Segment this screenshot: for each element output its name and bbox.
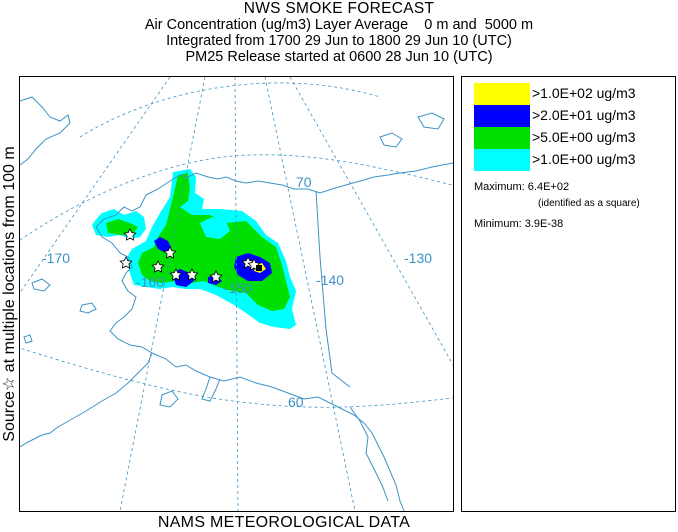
plume-cyan-bubble [200, 217, 230, 239]
south-coast [151, 352, 405, 511]
graticule [20, 77, 453, 511]
lon-label-minus130: -130 [404, 250, 432, 266]
lat-label-70: 70 [296, 174, 312, 190]
source-star [185, 268, 199, 281]
kenai-peninsula [201, 376, 221, 402]
source-star [151, 260, 165, 273]
west-coast [57, 180, 171, 428]
meridian-minus130 [289, 77, 453, 366]
legend-label: >1.0E+02 ug/m3 [532, 85, 636, 101]
st-matthew-island [23, 334, 33, 344]
map-panel: -170 -160 -150 -140 -130 70 60 [19, 76, 454, 512]
chart-title: NWS SMOKE FORECAST [243, 0, 435, 17]
maximum-value: Maximum: 6.4E+02 [474, 181, 570, 193]
source-star [163, 246, 177, 259]
lon-label-minus140: -140 [316, 272, 344, 288]
nunivak-island [79, 302, 97, 314]
maximum-note: (identified as a square) [538, 198, 640, 209]
legend-label: >2.0E+01 ug/m3 [532, 107, 636, 123]
map-svg: -170 -160 -150 -140 -130 70 60 [20, 77, 453, 511]
parallel-60 [20, 347, 453, 408]
canada-islands [379, 112, 445, 148]
footer-label: NAMS METEOROLOGICAL DATA [157, 514, 411, 531]
minimum-value: Minimum: 3.9E-38 [474, 218, 564, 230]
legend-panel: >1.0E+02 ug/m3 >2.0E+01 ug/m3 >5.0E+00 u… [461, 76, 676, 512]
kodiak-island [159, 390, 179, 408]
lat-label-60: 60 [288, 394, 304, 410]
subtitle-line-3: PM25 Release started at 0600 28 Jun 10 (… [185, 49, 493, 65]
title-block: NWS SMOKE FORECAST Air Concentration (ug… [0, 0, 678, 65]
meridian-minus170 [20, 77, 171, 294]
subtitle-line-2: Integrated from 1700 29 Jun to 1800 29 J… [166, 33, 512, 49]
legend-swatch [474, 127, 530, 149]
canada-arctic-coast [331, 162, 453, 190]
canada-border [315, 190, 351, 388]
parallel-80 [79, 82, 381, 138]
coastline [20, 96, 453, 511]
source-star [119, 256, 133, 269]
meridian-minus140 [264, 77, 356, 511]
arctic-coast [169, 172, 333, 194]
legend-label: >5.0E+00 ug/m3 [532, 129, 636, 145]
chukotka-coast [20, 96, 71, 166]
meridian-minus160 [119, 77, 206, 511]
lon-label-minus150: -150 [224, 280, 252, 296]
panhandle-islands [349, 406, 389, 502]
lon-label-minus160: -160 [136, 274, 164, 290]
maximum-square-marker [256, 265, 262, 271]
legend-swatch [474, 149, 530, 171]
legend-label: >1.0E+00 ug/m3 [532, 151, 636, 167]
plume-blue-1 [154, 237, 172, 253]
source-star [123, 228, 137, 241]
source-star [209, 270, 223, 283]
legend-swatch [474, 105, 530, 127]
aleutian-chain [20, 426, 59, 448]
source-star [169, 268, 183, 281]
source-side-label: Source☆ at multiple locations from 100 m [1, 146, 18, 442]
subtitle-line-1: Air Concentration (ug/m3) Layer Average … [144, 17, 534, 33]
smoke-plume [92, 169, 296, 329]
parallel-70 [20, 154, 453, 241]
source-markers [119, 228, 261, 283]
st-lawrence-island [31, 278, 51, 292]
meridian-minus150 [234, 77, 239, 511]
legend-swatch [474, 83, 530, 105]
lon-label-minus170: -170 [42, 250, 70, 266]
